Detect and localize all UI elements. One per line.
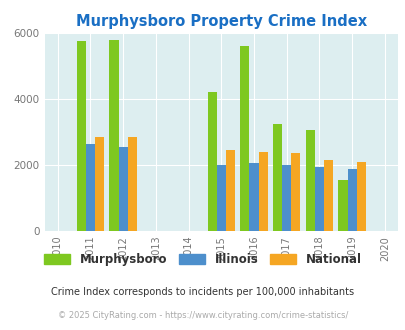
Text: © 2025 CityRating.com - https://www.cityrating.com/crime-statistics/: © 2025 CityRating.com - https://www.city… <box>58 311 347 320</box>
Bar <box>347 169 356 231</box>
Legend: Murphysboro, Illinois, National: Murphysboro, Illinois, National <box>40 248 365 271</box>
Bar <box>258 152 267 231</box>
Bar <box>314 167 323 231</box>
Bar <box>305 130 314 231</box>
Bar <box>356 162 365 231</box>
Bar <box>323 160 333 231</box>
Bar <box>240 46 249 231</box>
Bar <box>86 144 95 231</box>
Bar <box>249 163 258 231</box>
Bar <box>290 153 300 231</box>
Bar <box>207 92 216 231</box>
Bar <box>95 137 104 231</box>
Bar <box>118 147 128 231</box>
Bar <box>272 124 281 231</box>
Bar <box>128 137 136 231</box>
Bar <box>225 150 234 231</box>
Text: Crime Index corresponds to incidents per 100,000 inhabitants: Crime Index corresponds to incidents per… <box>51 287 354 297</box>
Bar <box>337 180 347 231</box>
Bar <box>216 165 225 231</box>
Bar <box>109 40 118 231</box>
Title: Murphysboro Property Crime Index: Murphysboro Property Crime Index <box>75 14 366 29</box>
Bar <box>281 165 290 231</box>
Bar <box>77 41 85 231</box>
